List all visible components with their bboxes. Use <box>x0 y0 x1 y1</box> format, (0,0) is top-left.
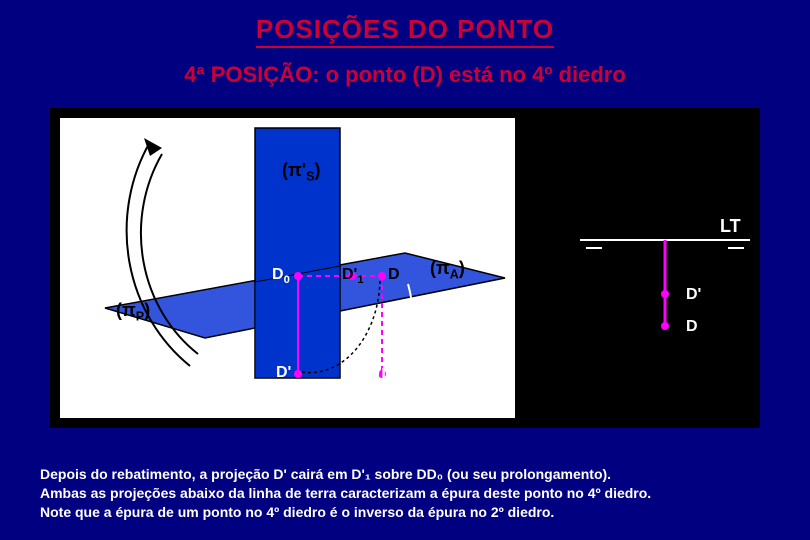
label-LT: LT <box>720 216 741 237</box>
diagram-svg <box>50 108 760 428</box>
footer-line-2: Ambas as projeções abaixo da linha de te… <box>40 484 770 503</box>
label-pi-a: (πA) <box>430 258 465 282</box>
label-pi-p: (πP) <box>116 300 150 324</box>
label-pi-s: (π'S) <box>282 160 320 184</box>
label-epure-D: D <box>686 318 698 336</box>
footer-line-3: Note que a épura de um ponto no 4º diedr… <box>40 503 770 522</box>
label-Dprime: D' <box>276 364 291 382</box>
footer-text: Depois do rebatimento, a projeção D' cai… <box>40 465 770 522</box>
label-D0: D0 <box>272 266 290 286</box>
label-epure-Dp: D' <box>686 286 701 304</box>
subtitle: 4ª POSIÇÃO: o ponto (D) está no 4º diedr… <box>0 62 810 88</box>
diagram-stage: (π'S) (πA) (πP) (π'I) D0 D'1 D D' (D) LT… <box>50 108 760 428</box>
title-text: POSIÇÕES DO PONTO <box>256 14 554 48</box>
label-D1: D'1 <box>342 266 364 286</box>
footer-line-1: Depois do rebatimento, a projeção D' cai… <box>40 465 770 484</box>
label-pi-i: (π'I) <box>260 386 294 410</box>
page-title: POSIÇÕES DO PONTO <box>0 14 810 45</box>
label-Dreal: (D) <box>376 366 398 384</box>
label-D: D <box>388 266 400 284</box>
